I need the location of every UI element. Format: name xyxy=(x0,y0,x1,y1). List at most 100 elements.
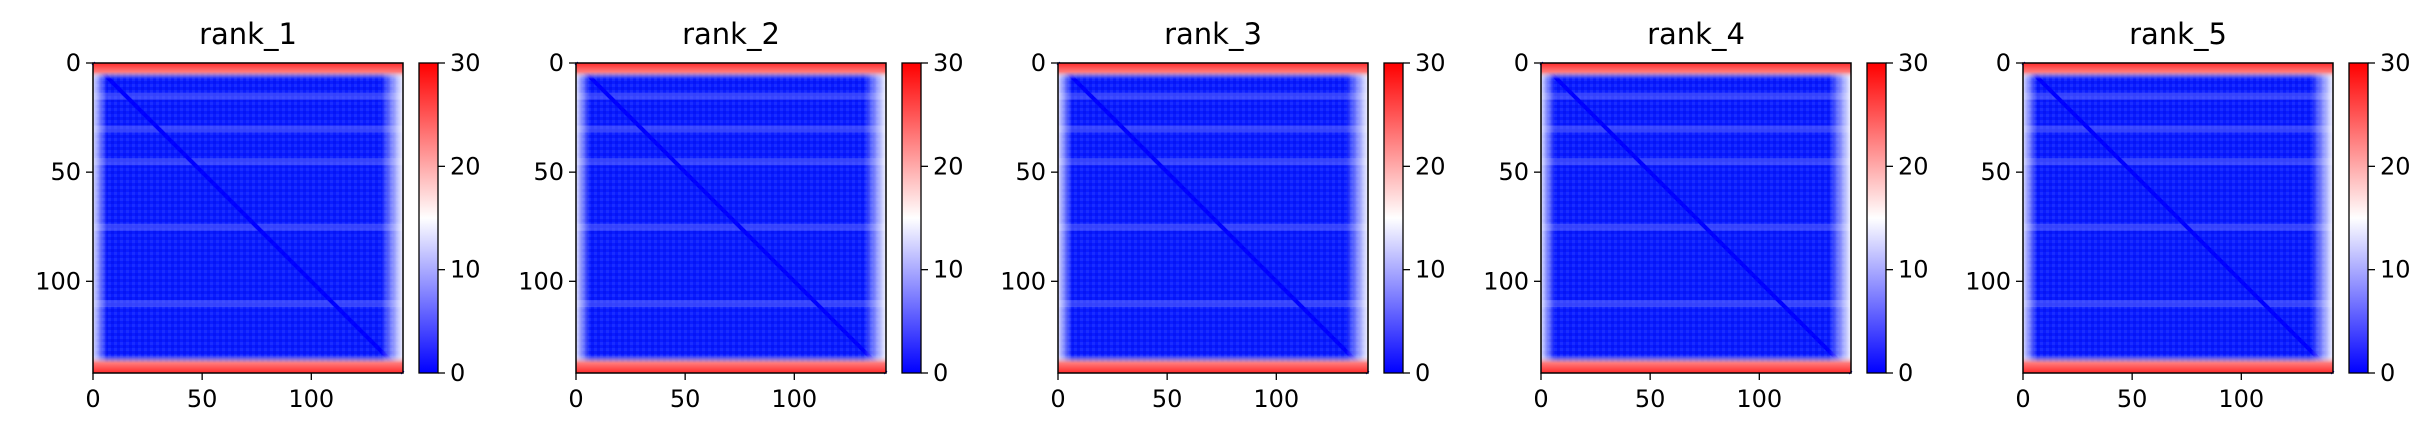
x-tick-label: 100 xyxy=(1736,385,1782,413)
x-tick-label: 0 xyxy=(1533,385,1548,413)
band-row xyxy=(1541,158,1851,166)
band-row xyxy=(93,300,403,308)
diagonal xyxy=(1539,61,1853,375)
high-error-bottom-rows xyxy=(1541,355,1851,373)
colorbar-tick-label: 10 xyxy=(1898,256,1929,284)
band-row xyxy=(93,223,403,231)
band-row xyxy=(1541,125,1851,133)
band-row xyxy=(1058,92,1368,100)
axes-frame xyxy=(92,62,404,374)
colorbar-gradient xyxy=(1866,62,1887,374)
y-tick-label: 50 xyxy=(50,158,81,186)
heatmap-panel-5: rank_5 0 50 100 0 50 100 0 10 20 30 xyxy=(1965,17,2410,413)
axes-frame xyxy=(575,62,887,374)
heatmap-image xyxy=(1539,61,1853,375)
x-tick-label: 50 xyxy=(670,385,701,413)
panel-title: rank_3 xyxy=(1164,17,1262,51)
colorbar: 0 10 20 30 xyxy=(2348,49,2411,387)
x-tick-label: 50 xyxy=(2117,385,2148,413)
band-row xyxy=(93,92,403,100)
x-tick-label: 0 xyxy=(85,385,100,413)
high-error-bottom-rows xyxy=(93,355,403,373)
y-tick-label: 100 xyxy=(1965,267,2011,295)
colorbar-tick-label: 20 xyxy=(450,152,481,180)
band-row xyxy=(93,125,403,133)
y-tick-label: 0 xyxy=(1996,49,2011,77)
band-row xyxy=(2023,223,2333,231)
high-error-bottom-rows xyxy=(1058,355,1368,373)
axes-frame xyxy=(1057,62,1369,374)
x-tick-label: 50 xyxy=(1152,385,1183,413)
y-tick-label: 100 xyxy=(518,267,564,295)
y-tick-label: 100 xyxy=(1000,267,1046,295)
high-error-bottom-rows xyxy=(576,355,886,373)
colorbar-tick-label: 20 xyxy=(1898,152,1929,180)
colorbar-gradient xyxy=(901,62,922,374)
x-tick-label: 100 xyxy=(771,385,817,413)
band-row xyxy=(576,125,886,133)
colorbar-tick-label: 10 xyxy=(2380,256,2411,284)
heatmap-panel-3: rank_3 0 50 100 0 50 100 0 10 20 30 xyxy=(1000,17,1445,413)
panel-title: rank_4 xyxy=(1647,17,1745,51)
y-tick-label: 0 xyxy=(66,49,81,77)
colorbar-gradient xyxy=(1383,62,1404,374)
diagonal xyxy=(91,61,405,375)
high-error-top-rows xyxy=(93,63,403,79)
y-tick-label: 0 xyxy=(1031,49,1046,77)
colorbar-gradient xyxy=(418,62,439,374)
band-row xyxy=(1058,125,1368,133)
colorbar-tick-label: 0 xyxy=(1898,359,1913,387)
colorbar-tick-label: 30 xyxy=(1898,49,1929,77)
heatmap-panel-4: rank_4 0 50 100 0 50 100 0 10 20 30 xyxy=(1483,17,1928,413)
y-tick-label: 0 xyxy=(1514,49,1529,77)
colorbar-tick-label: 20 xyxy=(933,152,964,180)
diagonal xyxy=(574,61,888,375)
colorbar-gradient xyxy=(2348,62,2369,374)
high-error-top-rows xyxy=(576,63,886,79)
colorbar-tick-label: 20 xyxy=(1415,152,1446,180)
x-tick-label: 50 xyxy=(187,385,218,413)
colorbar-tick-label: 30 xyxy=(2380,49,2411,77)
band-row xyxy=(1541,223,1851,231)
band-row xyxy=(1058,158,1368,166)
band-row xyxy=(2023,300,2333,308)
y-tick-label: 50 xyxy=(1980,158,2011,186)
high-error-top-rows xyxy=(1058,63,1368,79)
colorbar: 0 10 20 30 xyxy=(901,49,964,387)
colorbar-tick-label: 0 xyxy=(1415,359,1430,387)
band-row xyxy=(2023,92,2333,100)
y-tick-label: 50 xyxy=(1015,158,1046,186)
diagonal xyxy=(1056,61,1370,375)
x-tick-label: 100 xyxy=(1253,385,1299,413)
band-row xyxy=(1058,300,1368,308)
colorbar-tick-label: 10 xyxy=(933,256,964,284)
band-row xyxy=(576,158,886,166)
band-row xyxy=(576,92,886,100)
band-row xyxy=(93,158,403,166)
heatmap-image xyxy=(1056,61,1370,375)
high-error-top-rows xyxy=(2023,63,2333,79)
band-row xyxy=(2023,158,2333,166)
y-tick-label: 50 xyxy=(533,158,564,186)
y-tick-label: 100 xyxy=(35,267,81,295)
colorbar: 0 10 20 30 xyxy=(1866,49,1929,387)
high-error-top-rows xyxy=(1541,63,1851,79)
heatmap-image xyxy=(91,61,405,375)
y-tick-label: 100 xyxy=(1483,267,1529,295)
panel-title: rank_2 xyxy=(682,17,780,51)
colorbar-tick-label: 30 xyxy=(933,49,964,77)
colorbar-tick-label: 10 xyxy=(450,256,481,284)
x-tick-label: 50 xyxy=(1635,385,1666,413)
x-tick-label: 100 xyxy=(2218,385,2264,413)
axes-frame xyxy=(1540,62,1852,374)
colorbar-tick-label: 30 xyxy=(1415,49,1446,77)
band-row xyxy=(1541,92,1851,100)
panel-title: rank_5 xyxy=(2129,17,2227,51)
colorbar-tick-label: 30 xyxy=(450,49,481,77)
colorbar-tick-label: 0 xyxy=(933,359,948,387)
x-tick-label: 0 xyxy=(568,385,583,413)
y-tick-label: 50 xyxy=(1498,158,1529,186)
colorbar: 0 10 20 30 xyxy=(1383,49,1446,387)
colorbar-tick-label: 0 xyxy=(2380,359,2395,387)
